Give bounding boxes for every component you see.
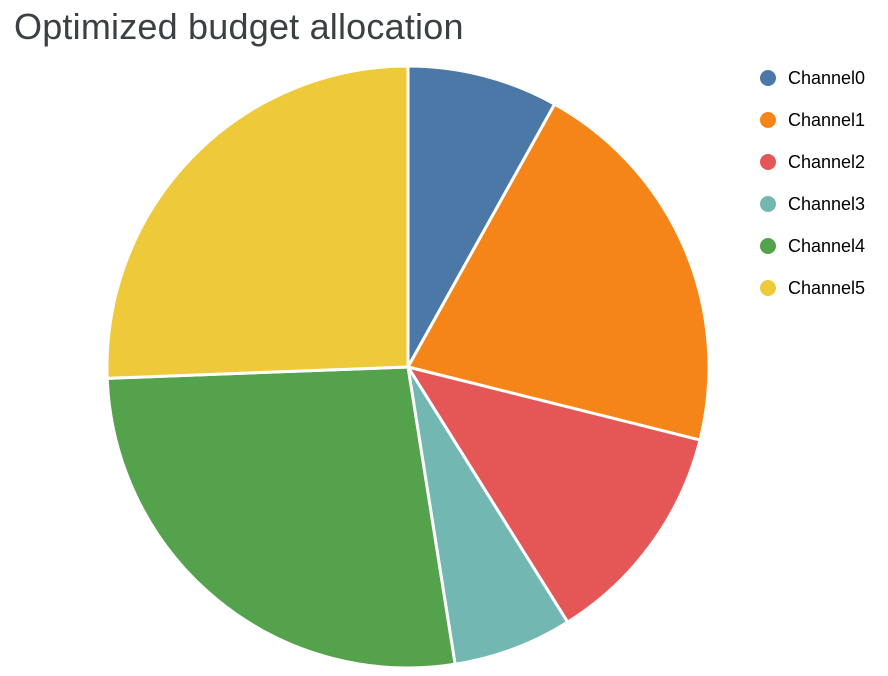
pie-slice-channel3 [406,365,570,666]
pie-slice-channel2 [406,365,702,624]
legend-swatch-icon [760,154,776,170]
legend-swatch-icon [760,196,776,212]
legend-label: Channel0 [788,67,866,88]
pie-slice-channel4 [105,365,457,670]
legend-label: Channel4 [788,235,866,256]
legend-item-channel3: Channel3 [760,183,865,225]
legend-label: Channel2 [788,151,866,172]
pie-slice-channel1 [406,102,711,442]
legend: Channel0 Channel1 Channel2 Channel3 Chan… [760,57,865,309]
legend-item-channel2: Channel2 [760,141,865,183]
pie-slice-channel0 [406,64,557,369]
legend-item-channel4: Channel4 [760,225,865,267]
legend-swatch-icon [760,112,776,128]
legend-label: Channel5 [788,277,866,298]
legend-item-channel0: Channel0 [760,57,865,99]
legend-item-channel1: Channel1 [760,99,865,141]
legend-label: Channel1 [788,109,866,130]
legend-item-channel5: Channel5 [760,267,865,309]
legend-swatch-icon [760,280,776,296]
legend-swatch-icon [760,70,776,86]
legend-swatch-icon [760,238,776,254]
pie-slice-channel5 [105,64,410,380]
chart-title: Optimized budget allocation [14,6,464,47]
legend-label: Channel3 [788,193,866,214]
